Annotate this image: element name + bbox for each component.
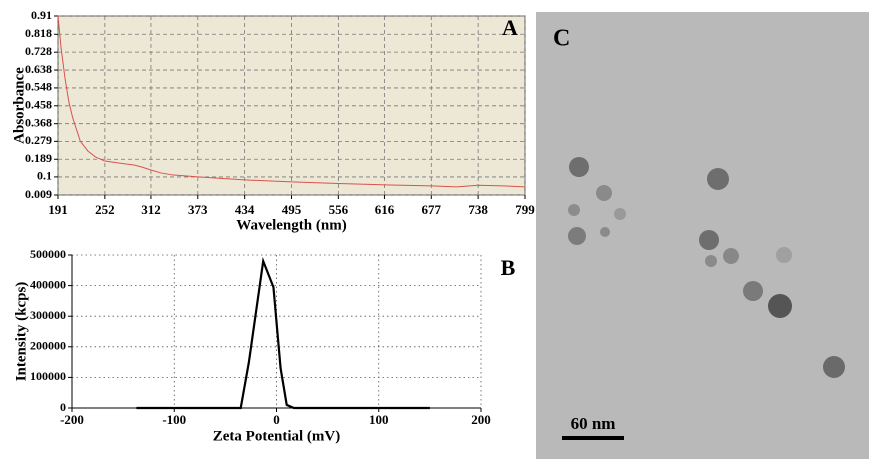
scale-bar-label: 60 nm (571, 414, 616, 433)
y-tick-label: 0.279 (25, 133, 52, 147)
data-line (57, 15, 526, 188)
y-tick-label: 100000 (30, 369, 66, 383)
x-tick-label: -100 (162, 412, 186, 427)
particle (614, 208, 626, 220)
particle (776, 247, 792, 263)
y-axis-title: Intensity (kcps) (13, 282, 29, 382)
y-tick-label: 500000 (30, 247, 66, 261)
y-tick-label: 0.458 (25, 98, 52, 112)
panel-label: C (553, 26, 570, 52)
x-tick-label: 373 (188, 202, 208, 217)
x-tick-label: 616 (375, 202, 395, 217)
particle (707, 168, 729, 190)
x-tick-label: 0 (273, 412, 280, 427)
x-tick-label: 100 (369, 412, 389, 427)
x-tick-label: 312 (141, 202, 161, 217)
particle (723, 248, 739, 264)
x-axis-title: Wavelength (nm) (236, 217, 346, 233)
y-tick-label: 0.638 (25, 62, 52, 76)
y-axis-title: Absorbance (11, 67, 27, 144)
y-tick-label: 0.91 (31, 8, 52, 22)
particles (568, 157, 845, 378)
x-axis-title: Zeta Potential (mV) (213, 428, 340, 444)
particle (705, 255, 717, 267)
panel-label: B (501, 255, 516, 280)
y-tick-label: 0.728 (25, 44, 52, 58)
scale-bar (562, 436, 624, 440)
particle (743, 281, 763, 301)
y-tick-label: 300000 (30, 308, 66, 322)
y-tick-label: 0.818 (25, 26, 52, 40)
x-tick-label: 191 (48, 202, 68, 217)
x-tick-label: 799 (515, 202, 535, 217)
x-tick-label: 677 (422, 202, 442, 217)
tem-image: C 60 nm (536, 12, 869, 459)
y-tick-label: 0.368 (25, 115, 52, 129)
x-tick-label: 738 (468, 202, 488, 217)
particle (768, 294, 792, 318)
x-tick-label: 495 (282, 202, 302, 217)
y-tick-label: 0.548 (25, 80, 52, 94)
particle (568, 204, 580, 216)
x-tick-label: 252 (95, 202, 115, 217)
particle (568, 227, 586, 245)
data-line (136, 256, 430, 410)
particle (569, 157, 589, 177)
y-tick-label: 0.1 (37, 169, 52, 183)
particle (600, 227, 610, 237)
y-tick-label: 200000 (30, 339, 66, 353)
particle (823, 356, 845, 378)
y-tick-label: 400000 (30, 277, 66, 291)
y-tick-label: 0.009 (25, 187, 52, 201)
particle (699, 230, 719, 250)
panel-label: A (502, 15, 518, 40)
x-tick-label: 200 (471, 412, 491, 427)
y-tick-label: 0 (60, 400, 66, 414)
x-tick-label: -200 (60, 412, 84, 427)
x-tick-label: 556 (329, 202, 349, 217)
y-tick-label: 0.189 (25, 151, 52, 165)
particle (596, 185, 612, 201)
x-tick-label: 434 (235, 202, 255, 217)
